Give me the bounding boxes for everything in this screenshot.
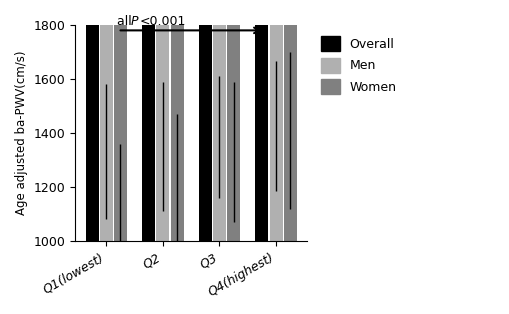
Text: <0.001: <0.001 (139, 15, 185, 28)
Bar (269, 0, 282, 241)
Bar (156, 0, 169, 241)
Bar (255, 0, 268, 241)
Y-axis label: Age adjusted ba-PWV(cm/s): Age adjusted ba-PWV(cm/s) (15, 51, 28, 215)
Bar (227, 0, 240, 241)
Legend: Overall, Men, Women: Overall, Men, Women (315, 31, 401, 100)
Bar (142, 0, 155, 241)
Bar (213, 0, 225, 241)
Bar (199, 0, 211, 241)
Text: all: all (116, 15, 135, 28)
Bar (170, 0, 183, 241)
Bar (86, 0, 99, 241)
Bar (283, 0, 296, 241)
Text: $P$: $P$ (129, 15, 139, 28)
Bar (114, 0, 127, 241)
Bar (100, 0, 112, 241)
